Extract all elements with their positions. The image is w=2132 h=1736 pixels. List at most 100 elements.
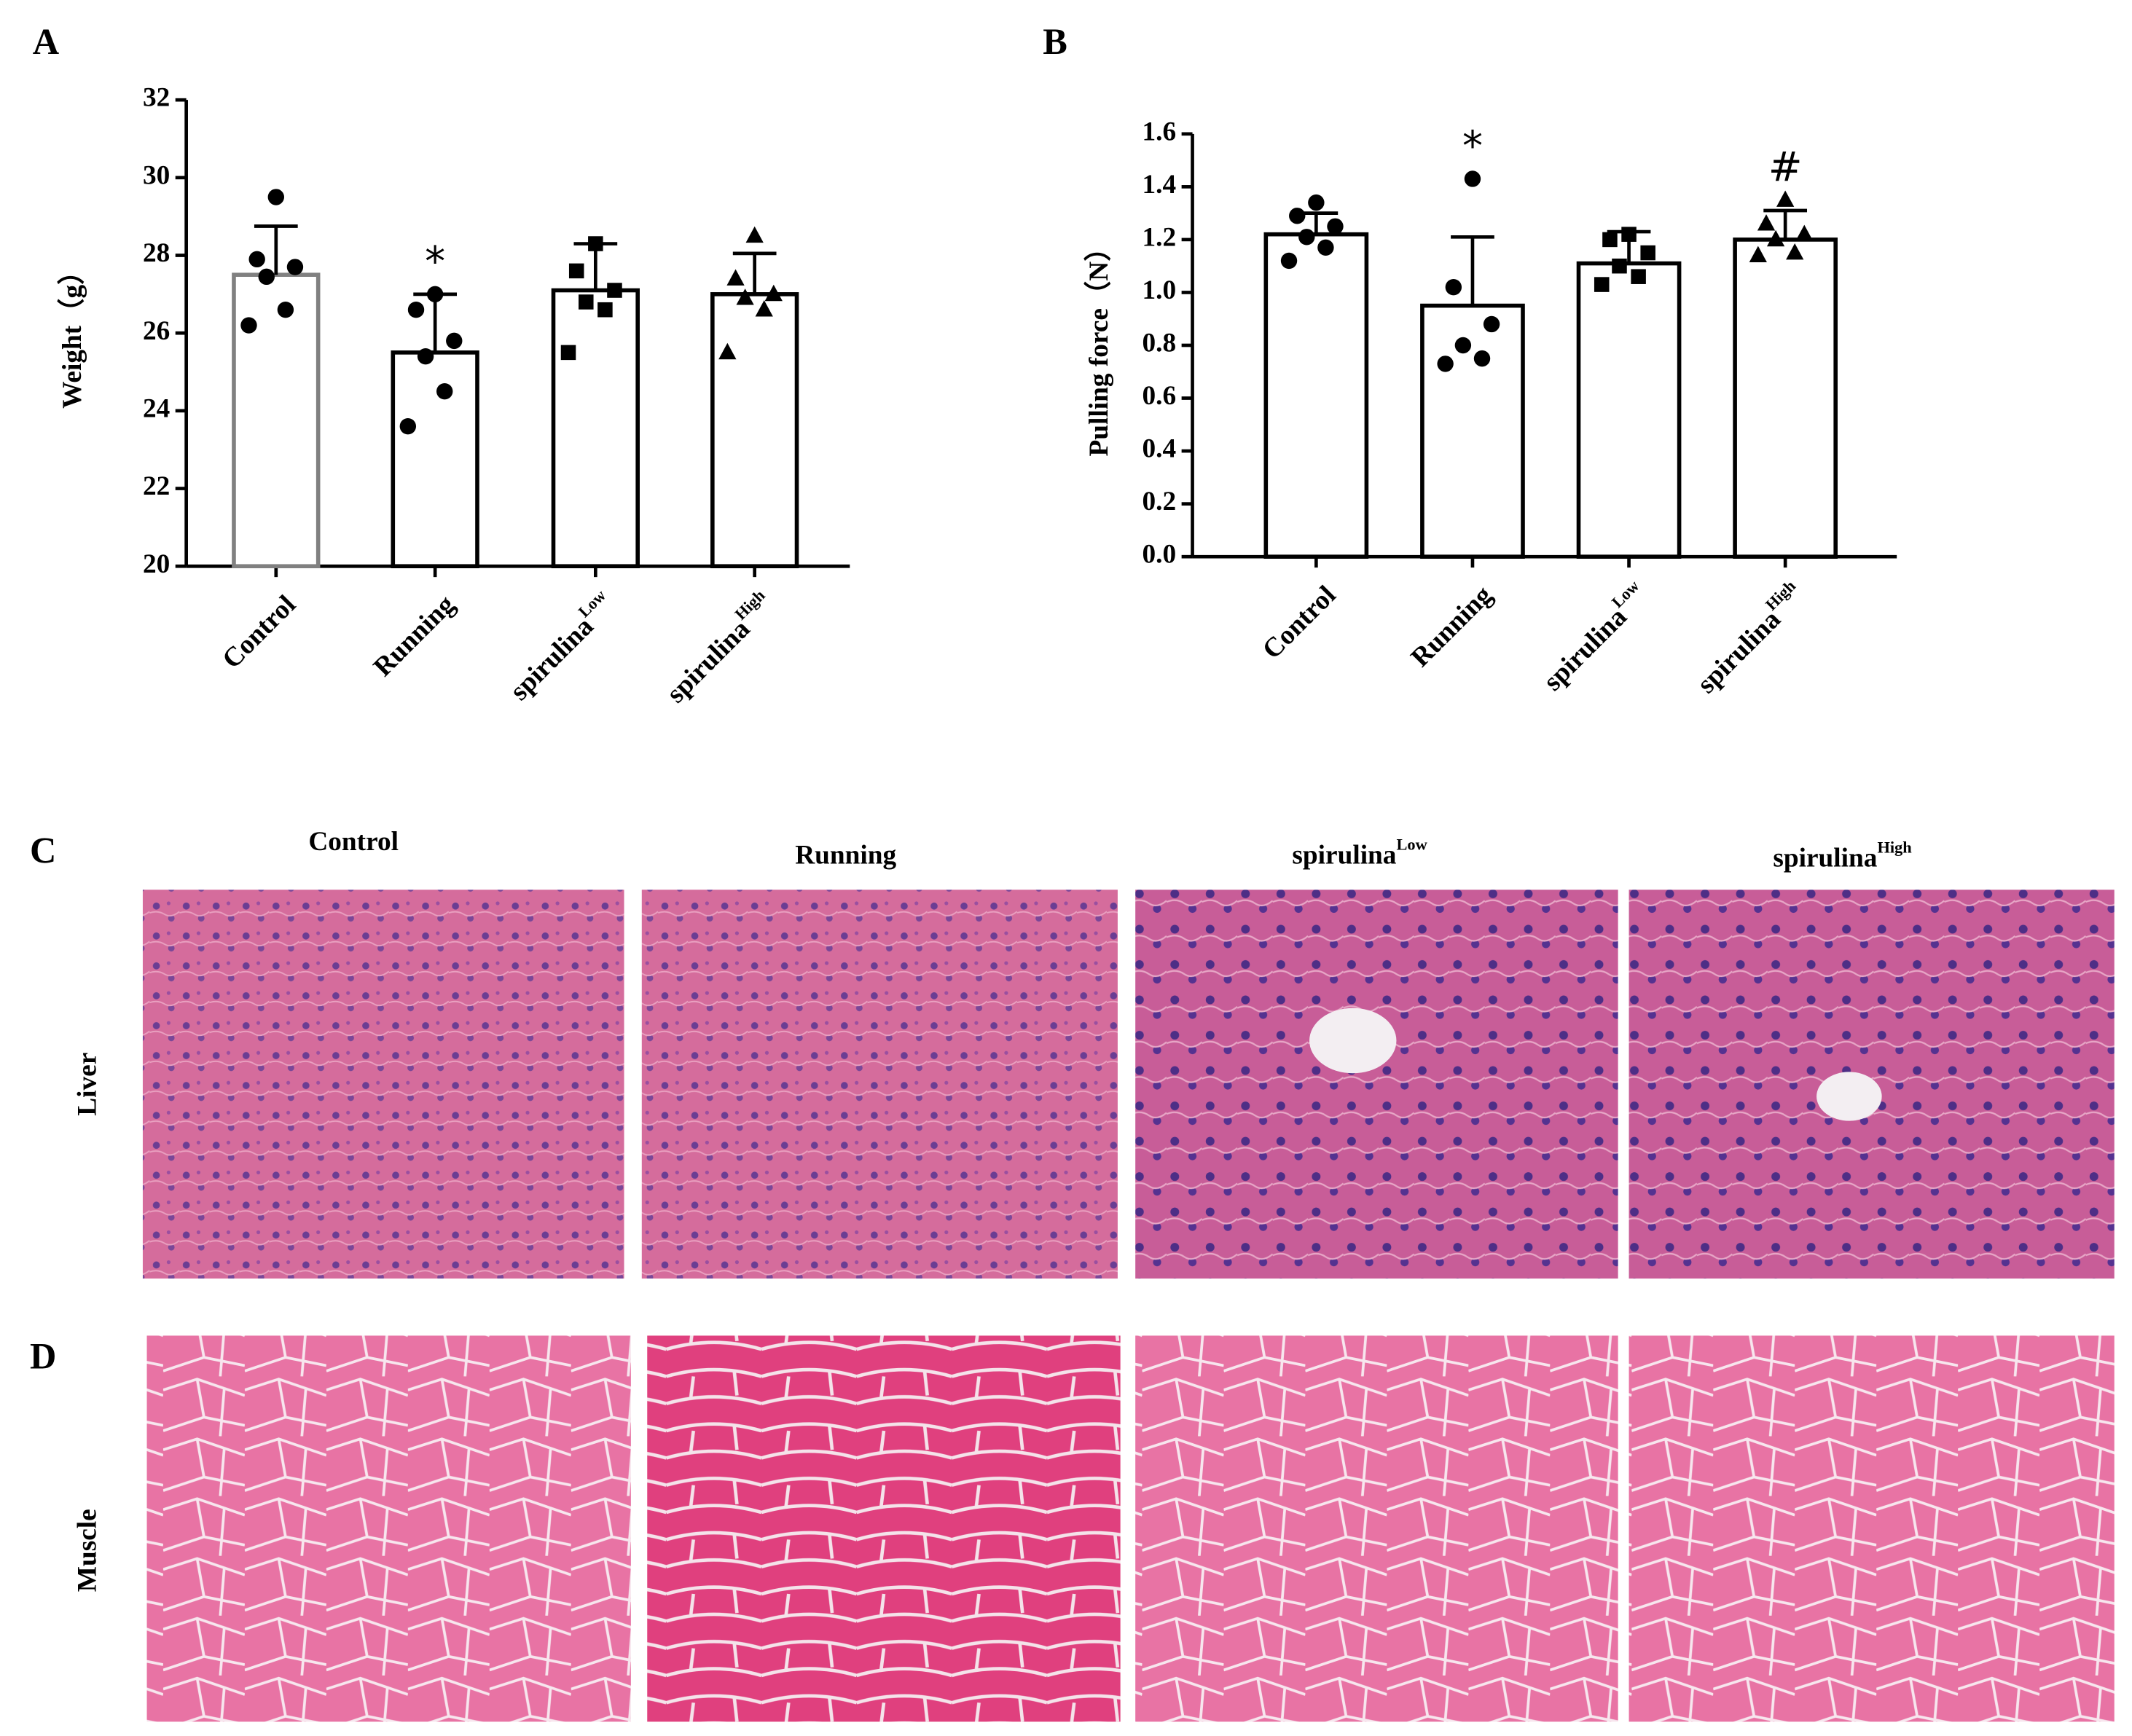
y-axis-title: Pulling force（N） — [1083, 234, 1114, 456]
bar — [1733, 237, 1838, 559]
histology-image — [1629, 1335, 2115, 1722]
data-point — [745, 226, 764, 243]
data-point — [258, 268, 275, 286]
data-point — [1602, 232, 1618, 248]
y-tick-label: 22 — [143, 471, 170, 501]
histology-image — [1135, 889, 1618, 1279]
data-point — [1317, 239, 1334, 256]
text-part: spirulina — [661, 613, 756, 708]
data-point — [1308, 194, 1325, 211]
x-tick-label: Running — [1405, 580, 1498, 673]
data-point — [588, 236, 603, 251]
histology-image — [647, 1335, 1121, 1722]
histology-image — [641, 889, 1118, 1279]
x-tick-label: Control — [216, 589, 301, 674]
data-point — [568, 263, 584, 279]
data-point — [1464, 170, 1481, 187]
data-point — [1631, 269, 1646, 284]
bar — [1576, 261, 1682, 559]
y-tick-label: 1.4 — [1143, 170, 1177, 200]
data-point — [1483, 315, 1500, 333]
annotation: # — [1768, 144, 1803, 192]
data-point — [1795, 224, 1814, 241]
bar — [710, 292, 799, 569]
y-tick-label: 20 — [143, 549, 170, 579]
data-point — [1454, 337, 1472, 354]
data-point — [1621, 227, 1637, 242]
annotation: * — [1462, 123, 1483, 170]
data-point — [1776, 190, 1795, 207]
x-tick-label: spirulinaLow — [1535, 576, 1655, 696]
data-point — [1612, 258, 1627, 274]
data-point — [1445, 279, 1462, 296]
data-point — [736, 288, 754, 305]
data-point — [399, 418, 417, 435]
x-tick-label: spirulinaLow — [501, 586, 622, 706]
text-part: Control — [308, 826, 399, 856]
x-tick-label: spirulinaHigh — [1688, 576, 1811, 699]
vessel — [1309, 1008, 1397, 1074]
panel-label: A — [33, 21, 60, 62]
text-part: spirulina — [1537, 602, 1632, 696]
y-tick-label: 0.4 — [1143, 434, 1177, 464]
data-point — [718, 342, 737, 360]
data-point — [579, 294, 594, 310]
annotation: * — [425, 238, 445, 286]
text-part: spirulina — [1292, 840, 1396, 870]
data-point — [267, 189, 285, 205]
histology-image — [146, 1335, 631, 1722]
data-point — [436, 383, 453, 400]
x-tick-label: spirulinaHigh — [657, 586, 780, 708]
histology-image — [142, 889, 624, 1279]
vessel — [1816, 1072, 1882, 1121]
error-bar — [1763, 208, 1808, 240]
data-point — [240, 317, 257, 334]
text-part: Running — [1405, 580, 1498, 673]
y-tick-label: 30 — [143, 160, 170, 190]
text-part: Control — [1257, 580, 1341, 664]
text-part: spirulina — [1691, 604, 1786, 699]
x-tick-label: Running — [368, 589, 461, 683]
data-point — [1749, 246, 1767, 263]
data-point — [726, 269, 745, 286]
data-point — [277, 302, 294, 318]
bar — [1263, 232, 1369, 559]
column-header: spirulinaHigh — [1773, 838, 1912, 873]
data-point — [1327, 218, 1344, 235]
data-point — [560, 345, 576, 361]
y-tick-label: 0.6 — [1143, 381, 1177, 411]
text-part: High — [1877, 838, 1912, 857]
text-part: Low — [1396, 836, 1427, 854]
y-tick-label: 0.0 — [1143, 540, 1177, 570]
panel-label: D — [30, 1336, 56, 1377]
text-part: spirulina — [1773, 843, 1877, 873]
data-point — [755, 300, 773, 317]
y-tick-label: 1.0 — [1143, 275, 1177, 305]
column-header: spirulinaLow — [1292, 836, 1427, 870]
data-point — [426, 286, 444, 303]
data-point — [1473, 350, 1491, 367]
bar — [1420, 303, 1525, 559]
bar — [391, 350, 479, 569]
y-tick-label: 0.8 — [1143, 329, 1177, 358]
data-point — [597, 302, 613, 318]
data-point — [417, 348, 434, 365]
column-header: Running — [795, 840, 896, 870]
data-point — [764, 284, 783, 302]
error-bar — [732, 251, 777, 294]
y-tick-label: 24 — [143, 393, 170, 423]
data-point — [1298, 229, 1315, 246]
y-tick-label: 26 — [143, 316, 170, 346]
y-axis-title: Weight（g） — [57, 258, 87, 409]
row-label: Muscle — [73, 1509, 103, 1592]
data-point — [1766, 229, 1785, 247]
text-part: Running — [795, 840, 896, 870]
y-tick-label: 28 — [143, 238, 170, 268]
panel-label: B — [1043, 21, 1067, 62]
error-bar — [1451, 235, 1494, 306]
error-bar — [254, 224, 298, 275]
x-tick-label: Control — [1257, 580, 1341, 664]
data-point — [407, 302, 425, 318]
panel-label: C — [30, 830, 56, 871]
